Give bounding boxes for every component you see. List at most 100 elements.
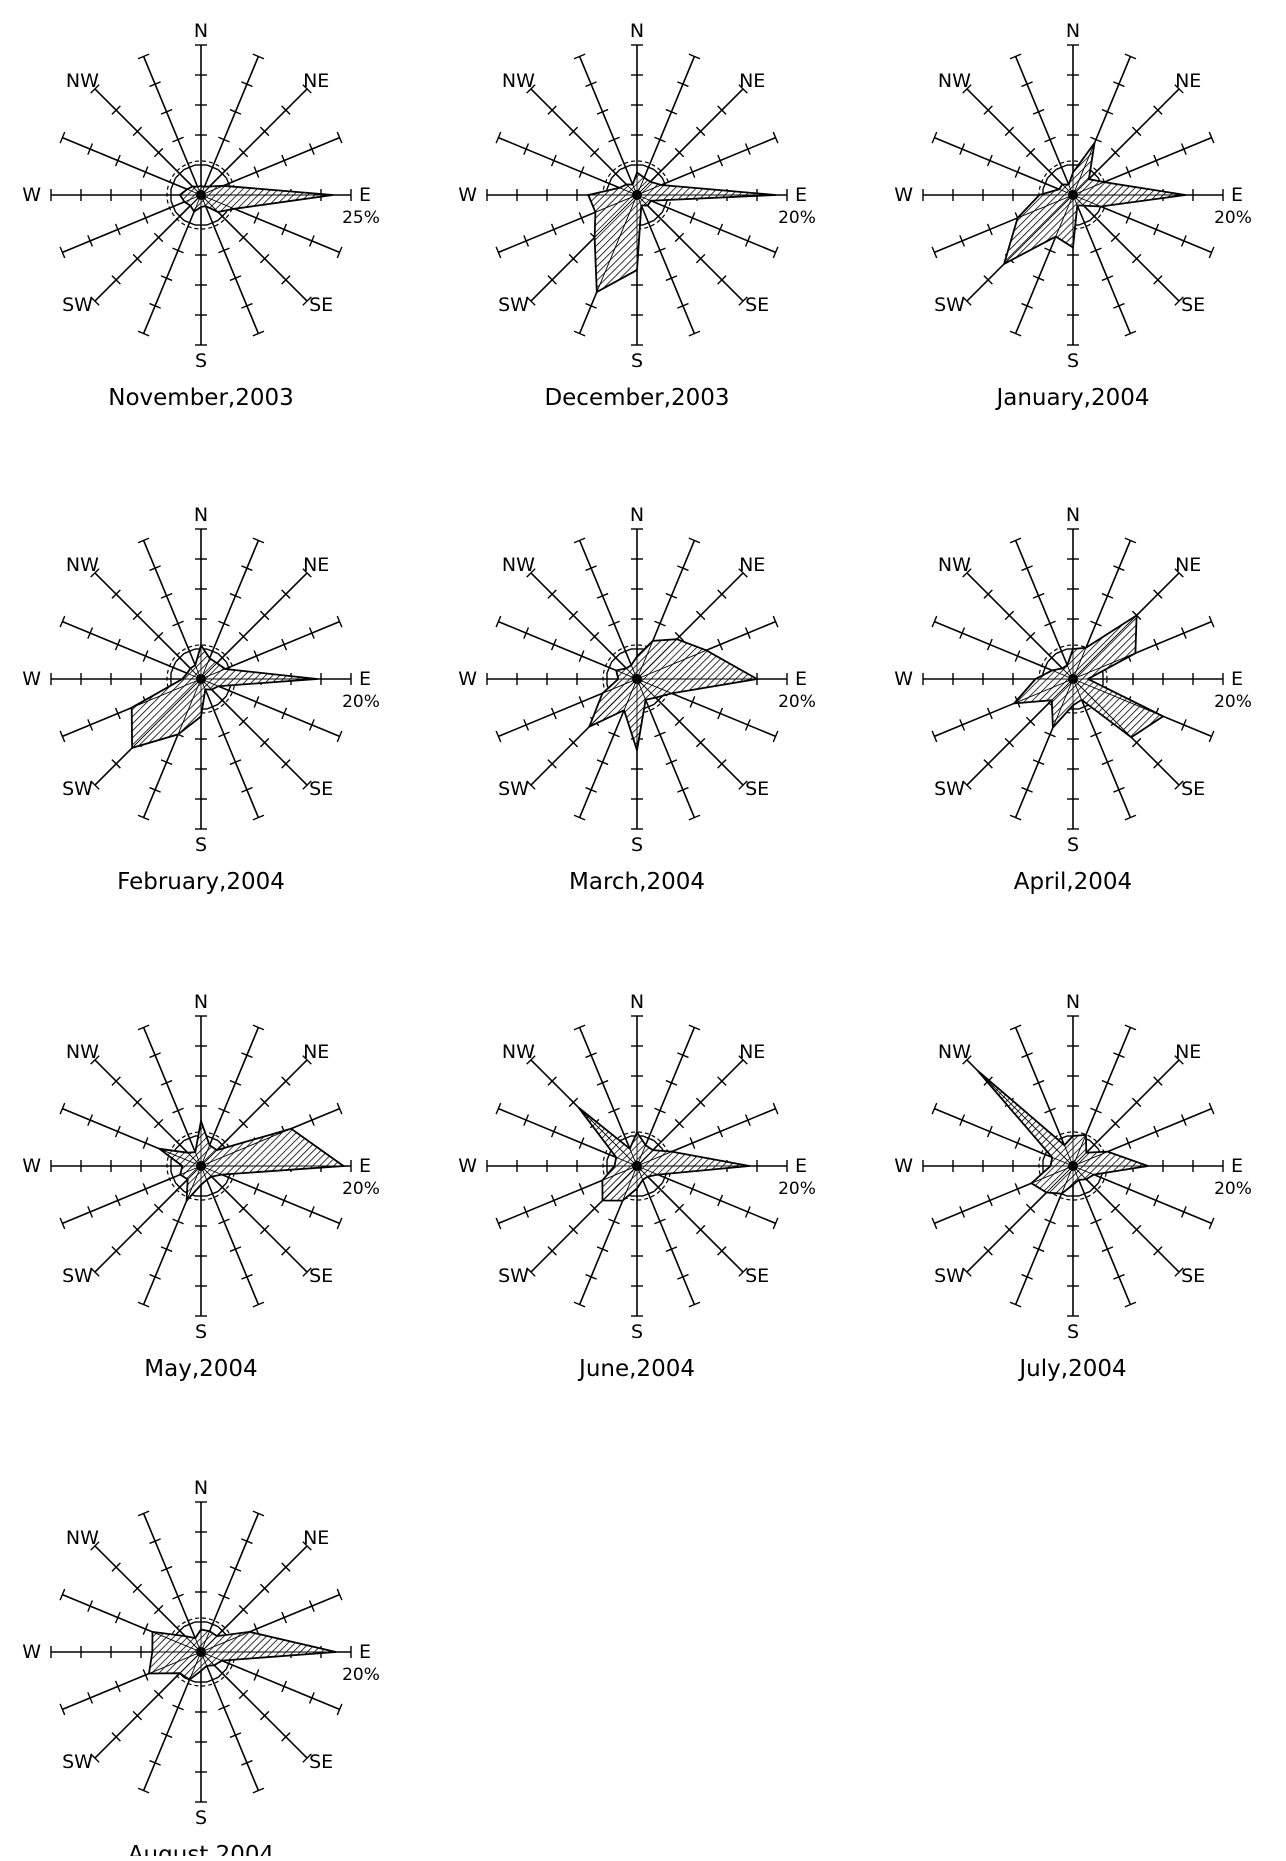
- spoke-nw: [94, 572, 202, 680]
- label-n: N: [630, 504, 644, 526]
- tick-mark: [149, 1538, 161, 1545]
- tick-mark: [611, 653, 621, 663]
- tick-mark: [229, 592, 242, 599]
- tick-mark: [654, 1107, 666, 1114]
- vertex-ray: [636, 638, 678, 680]
- tick-mark: [281, 1732, 291, 1742]
- tick-mark: [1180, 627, 1187, 639]
- tick-mark: [550, 1194, 557, 1207]
- tick-mark: [1044, 136, 1056, 143]
- tick-mark: [1153, 638, 1160, 651]
- tick-mark: [1125, 212, 1132, 224]
- tick-mark: [653, 211, 663, 221]
- panel-title: July,2004: [1017, 1356, 1126, 1382]
- tick-mark: [717, 275, 727, 285]
- tick-mark: [738, 84, 748, 94]
- tick-mark: [90, 296, 100, 306]
- tick-mark: [1101, 1246, 1114, 1253]
- tick-mark: [238, 1689, 249, 1700]
- tick-mark: [523, 235, 530, 247]
- tick-mark: [172, 1107, 184, 1114]
- tick-mark: [1014, 1137, 1021, 1149]
- tick-mark: [495, 1217, 502, 1230]
- tick-mark: [336, 615, 343, 628]
- tick-mark: [717, 1125, 724, 1138]
- label-nw: NW: [66, 1527, 99, 1549]
- tick-mark: [744, 627, 751, 639]
- tick-mark: [111, 589, 121, 599]
- tick-mark: [217, 1668, 227, 1678]
- tick-mark: [132, 1710, 143, 1721]
- vertex-ray: [200, 1631, 250, 1653]
- spoke-nnw: [142, 540, 202, 680]
- tick-mark: [302, 1753, 312, 1763]
- tick-mark: [568, 1224, 579, 1235]
- spoke-nw: [966, 88, 1074, 196]
- tick-mark: [1090, 620, 1102, 627]
- tick-mark: [149, 1052, 161, 1059]
- vertex-ray: [1061, 1165, 1074, 1194]
- tick-mark: [1009, 330, 1022, 337]
- tick-mark: [259, 1583, 270, 1594]
- tick-mark: [218, 1218, 230, 1225]
- label-sw: SW: [62, 294, 93, 316]
- tick-mark: [90, 1753, 100, 1763]
- vertex-ray: [595, 194, 638, 213]
- tick-mark: [153, 1118, 164, 1129]
- tick-mark: [1125, 1183, 1132, 1195]
- tick-mark: [1090, 1107, 1102, 1114]
- tick-mark: [1025, 1203, 1036, 1214]
- label-ne: NE: [1175, 554, 1201, 576]
- tick-mark: [252, 1301, 265, 1308]
- tick-mark: [336, 1588, 343, 1601]
- center-dot: [632, 190, 642, 200]
- label-w: W: [458, 668, 477, 690]
- tick-mark: [1110, 232, 1121, 243]
- tick-mark: [962, 1055, 972, 1065]
- vertex-ray: [977, 1070, 1074, 1167]
- spoke-wnw: [62, 136, 202, 196]
- label-e: E: [359, 1155, 371, 1177]
- tick-mark: [568, 1097, 579, 1108]
- label-nw: NW: [66, 70, 99, 92]
- spoke-ese: [200, 678, 340, 738]
- spoke-ne: [200, 88, 308, 196]
- tick-mark: [218, 1704, 230, 1711]
- tick-mark: [983, 589, 993, 599]
- spoke-sse: [636, 1165, 696, 1305]
- tick-mark: [962, 84, 972, 94]
- spoke-ne: [636, 88, 744, 196]
- tick-mark: [302, 568, 312, 578]
- tick-mark: [259, 126, 270, 137]
- tick-mark: [689, 1183, 696, 1195]
- label-se: SE: [745, 294, 769, 316]
- tick-mark: [578, 696, 585, 708]
- tick-mark: [114, 1611, 121, 1624]
- tick-mark: [1113, 786, 1125, 793]
- spoke-nw: [530, 572, 638, 680]
- tick-mark: [744, 143, 751, 155]
- vertex-ray: [588, 678, 638, 728]
- tick-mark: [1078, 1190, 1091, 1197]
- tick-mark: [983, 759, 993, 769]
- label-w: W: [894, 668, 913, 690]
- tick-mark: [589, 1203, 600, 1214]
- spoke-nw: [94, 1545, 202, 1653]
- tick-mark: [717, 223, 724, 236]
- center-dot: [196, 190, 206, 200]
- tick-mark: [688, 1301, 701, 1308]
- tick-mark: [1208, 730, 1215, 743]
- tick-mark: [59, 131, 66, 144]
- scale-label: 20%: [778, 208, 816, 228]
- tick-mark: [149, 302, 161, 309]
- tick-mark: [573, 1024, 586, 1031]
- scale-label: 20%: [1214, 692, 1252, 712]
- spoke-sse: [636, 194, 696, 334]
- tick-mark: [253, 1623, 260, 1635]
- tick-mark: [1153, 1246, 1163, 1256]
- tick-mark: [153, 1689, 164, 1700]
- tick-mark: [1101, 275, 1114, 282]
- tick-mark: [1025, 716, 1036, 727]
